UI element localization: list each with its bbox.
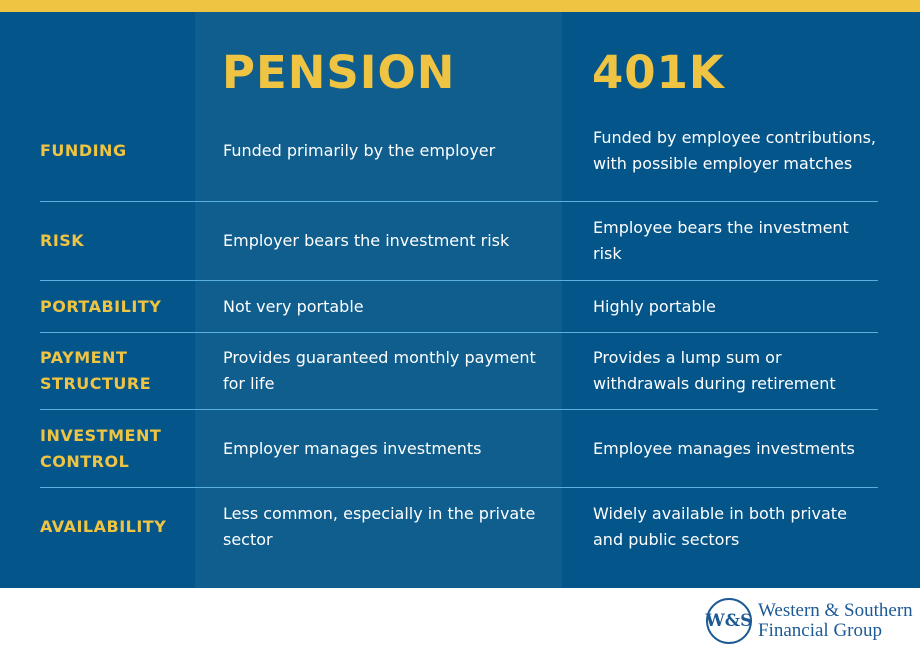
pension-cell: Employer bears the investment risk xyxy=(223,231,510,250)
logo-line2: Financial Group xyxy=(758,620,883,641)
table-row: INVESTMENT CONTROL Employer manages inves… xyxy=(40,410,878,488)
pension-cell: Less common, especially in the private s… xyxy=(223,504,536,549)
401k-cell: Employee manages investments xyxy=(593,438,855,458)
row-label: PORTABILITY xyxy=(40,296,162,316)
pension-cell: Employer manages investments xyxy=(223,438,482,458)
row-label: PAYMENT STRUCTURE xyxy=(40,348,152,393)
401k-cell: Provides a lump sum or withdrawals durin… xyxy=(593,348,836,393)
table-row: FUNDING Funded primarily by the employer F… xyxy=(40,100,878,202)
401k-cell: Widely available in both private and pub… xyxy=(593,504,847,549)
table-row: PORTABILITY Not very portable Highly porta… xyxy=(40,281,878,333)
logo-line1: Western & Southern xyxy=(758,600,913,621)
row-label: INVESTMENT CONTROL xyxy=(40,425,162,471)
pension-cell: Not very portable xyxy=(223,296,364,316)
table-row: AVAILABILITY Less common, especially in t… xyxy=(40,488,878,566)
401k-cell: Funded by employee contributions, with p… xyxy=(593,127,877,173)
company-logo: W&S Western & Southern Financial Group xyxy=(706,598,913,644)
row-label: AVAILABILITY xyxy=(40,517,167,536)
401k-cell: Employee bears the investment risk xyxy=(593,218,849,263)
pension-cell: Provides guaranteed monthly payment for … xyxy=(223,348,536,393)
pension-cell: Funded primarily by the employer xyxy=(223,140,496,160)
pension-column-background xyxy=(195,12,562,588)
row-label: RISK xyxy=(40,231,85,250)
table-row: PAYMENT STRUCTURE Provides guaranteed mon… xyxy=(40,333,878,410)
401k-header: 401K xyxy=(592,46,725,99)
401k-cell: Highly portable xyxy=(593,296,716,316)
row-label: FUNDING xyxy=(40,140,127,160)
logo-seal-icon: W&S xyxy=(706,598,752,644)
table-row: RISK Employer bears the investment risk Em… xyxy=(40,202,878,281)
pension-header: PENSION xyxy=(222,46,456,99)
top-accent-bar xyxy=(0,0,920,12)
